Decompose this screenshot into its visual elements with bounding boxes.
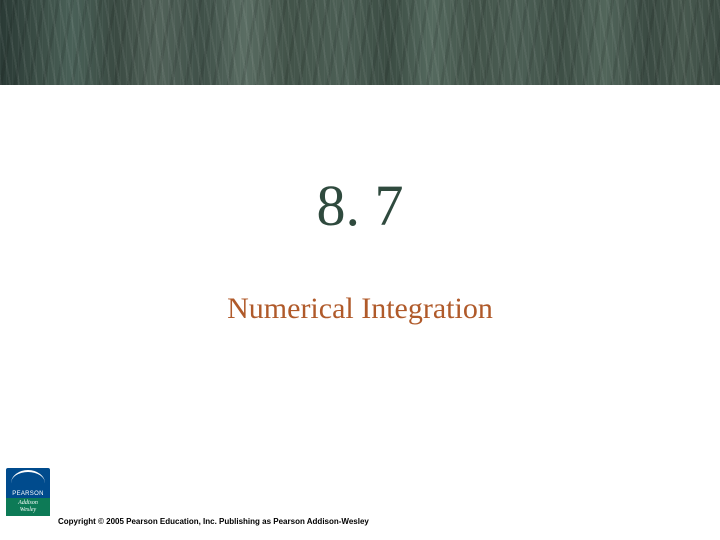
copyright-text: Copyright © 2005 Pearson Education, Inc.… — [58, 517, 369, 526]
logo-brand-bottom-line1: Addison — [18, 500, 38, 507]
addison-wesley-logo-icon: Addison Wesley — [6, 498, 50, 516]
pearson-logo-icon: PEARSON — [6, 468, 50, 498]
logo-arc-icon — [11, 470, 45, 484]
logo-brand-bottom-line2: Wesley — [20, 507, 36, 514]
section-number: 8. 7 — [0, 172, 720, 239]
publisher-logo: PEARSON Addison Wesley — [6, 468, 50, 516]
logo-brand-top: PEARSON — [6, 491, 50, 497]
section-title: Numerical Integration — [0, 292, 720, 326]
header-banner — [0, 0, 720, 85]
